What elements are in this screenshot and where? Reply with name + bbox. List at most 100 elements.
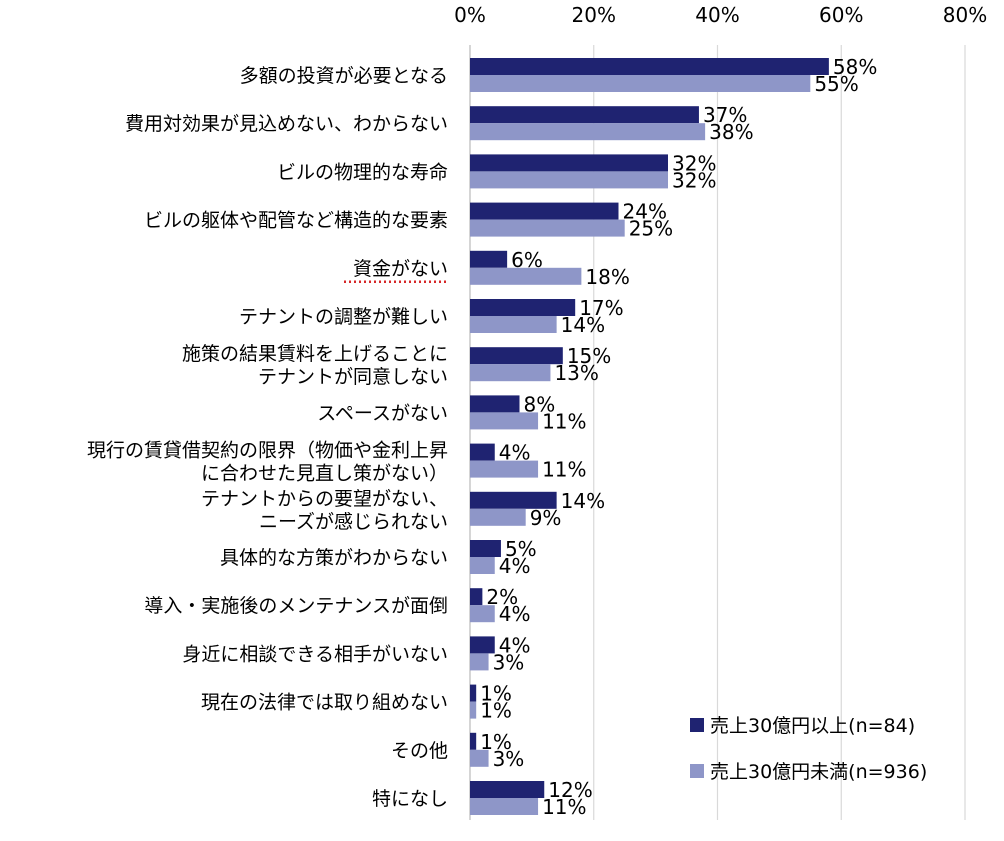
- bar-series-large: [470, 347, 563, 365]
- category-labels: 多額の投資が必要となる費用対効果が見込めない、わからないビルの物理的な寿命ビルの…: [87, 65, 448, 810]
- data-label: 5%: [505, 537, 537, 561]
- category-label: テナントの調整が難しい: [239, 306, 448, 328]
- category-label: 施策の結果賃料を上げることにテナントが同意しない: [182, 343, 448, 388]
- data-label: 18%: [585, 265, 629, 289]
- bar-series-small: [470, 75, 811, 92]
- data-label: 37%: [703, 103, 747, 127]
- data-label: 1%: [480, 699, 512, 723]
- data-label: 12%: [548, 778, 592, 802]
- bar-series-small: [470, 701, 477, 719]
- x-tick-label: 20%: [572, 3, 616, 27]
- category-label: テナントからの要望がない、ニーズが感じられない: [201, 488, 448, 533]
- category-label: 多額の投資が必要となる: [240, 65, 448, 87]
- data-label: 25%: [629, 217, 673, 241]
- category-label: 身近に相談できる相手がいない: [182, 643, 448, 665]
- bar-series-large: [470, 250, 508, 268]
- data-label: 2%: [486, 585, 518, 609]
- category-label-line: テナントが同意しない: [258, 366, 448, 388]
- bar-series-small: [470, 171, 668, 189]
- data-label: 58%: [833, 55, 877, 79]
- bar-series-small: [470, 219, 625, 237]
- bar-series-large: [470, 395, 520, 413]
- bar-series-small: [470, 316, 557, 333]
- bar-series-small: [470, 508, 526, 526]
- bar-series-large: [470, 540, 501, 557]
- bar-series-small: [470, 412, 539, 430]
- data-label: 32%: [672, 168, 716, 192]
- bar-series-large: [470, 684, 477, 702]
- data-label: 4%: [499, 554, 531, 578]
- bar-series-small: [470, 123, 706, 141]
- bar-series-large: [470, 732, 477, 750]
- bar-series-large: [470, 781, 545, 798]
- bar-series-large: [470, 202, 619, 220]
- category-label: ビルの躯体や配管など構造的な要素: [144, 210, 448, 232]
- legend-label: 売上30億円以上(n=84): [710, 715, 915, 737]
- category-label: 資金がない: [353, 258, 448, 280]
- bar-series-large: [470, 443, 495, 461]
- data-label: 3%: [493, 747, 525, 771]
- bar-series-small: [470, 798, 539, 815]
- category-label: 現行の賃貸借契約の限界（物価や金利上昇に合わせた見直し策がない）: [87, 440, 448, 485]
- legend: 売上30億円以上(n=84) 売上30億円未満(n=936): [690, 715, 927, 783]
- data-label: 17%: [579, 296, 623, 320]
- legend-swatch: [690, 764, 704, 778]
- category-label: 具体的な方策がわからない: [220, 547, 448, 569]
- bar-series-small: [470, 605, 495, 623]
- x-tick-label: 0%: [454, 3, 486, 27]
- bar-series-small: [470, 267, 582, 285]
- data-label: 13%: [554, 361, 598, 385]
- category-label-line: 施策の結果賃料を上げることに: [182, 343, 448, 365]
- category-label-line: テナントからの要望がない、: [201, 488, 448, 510]
- data-label: 3%: [493, 650, 525, 674]
- bar-series-large: [470, 636, 495, 654]
- category-label: スペースがない: [317, 402, 448, 424]
- data-label: 4%: [499, 441, 531, 465]
- bar-series-small: [470, 653, 489, 671]
- data-label: 6%: [511, 248, 543, 272]
- category-label-line: 現行の賃貸借契約の限界（物価や金利上昇: [87, 440, 448, 462]
- category-label: ビルの物理的な寿命: [277, 161, 448, 183]
- data-label: 32%: [672, 151, 716, 175]
- x-tick-label: 40%: [695, 3, 739, 27]
- data-label: 4%: [499, 602, 531, 626]
- data-label: 9%: [530, 506, 562, 530]
- category-label: 費用対効果が見込めない、わからない: [125, 113, 448, 135]
- legend-swatch: [690, 718, 704, 732]
- category-label: その他: [391, 740, 448, 762]
- bar-series-small: [470, 557, 495, 574]
- bars: [470, 58, 829, 815]
- bar-series-large: [470, 58, 829, 75]
- bar-series-large: [470, 491, 557, 509]
- x-axis-ticks: 0% 20% 40% 60% 80%: [454, 3, 987, 27]
- bar-series-large: [470, 154, 668, 172]
- data-label: 1%: [480, 730, 512, 754]
- data-label: 14%: [561, 489, 605, 513]
- data-label: 11%: [542, 795, 586, 819]
- bar-series-large: [470, 106, 699, 124]
- bar-series-small: [470, 460, 539, 478]
- bar-series-small: [470, 364, 551, 382]
- category-label: 特になし: [372, 788, 448, 810]
- x-tick-label: 80%: [943, 3, 987, 27]
- data-label: 55%: [814, 72, 858, 96]
- data-label: 38%: [709, 120, 753, 144]
- bar-series-small: [470, 749, 489, 767]
- data-label: 11%: [542, 409, 586, 433]
- bar-series-large: [470, 299, 576, 316]
- category-label-line: に合わせた見直し策がない）: [201, 463, 448, 485]
- data-labels: 58%55%37%38%32%32%24%25%6%18%17%14%15%13…: [480, 55, 877, 819]
- data-label: 24%: [623, 200, 667, 224]
- data-label: 8%: [524, 392, 556, 416]
- category-label: 現在の法律では取り組めない: [201, 692, 448, 714]
- data-label: 11%: [542, 458, 586, 482]
- data-label: 15%: [567, 344, 611, 368]
- data-label: 4%: [499, 633, 531, 657]
- bar-series-large: [470, 588, 483, 606]
- data-label: 14%: [561, 313, 605, 337]
- data-label: 1%: [480, 682, 512, 706]
- x-tick-label: 60%: [819, 3, 863, 27]
- category-label: 導入・実施後のメンテナンスが面倒: [144, 595, 448, 617]
- category-label-line: ニーズが感じられない: [259, 511, 448, 533]
